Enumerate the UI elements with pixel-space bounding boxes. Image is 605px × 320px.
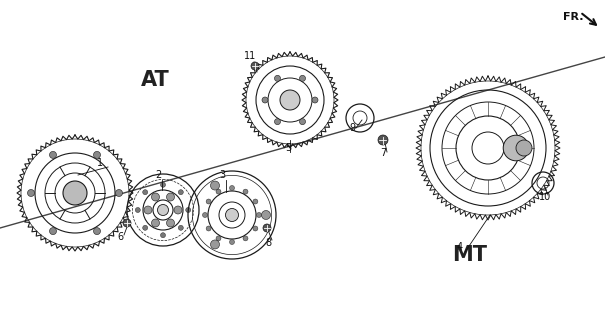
Circle shape	[378, 135, 388, 145]
Circle shape	[160, 182, 166, 187]
Circle shape	[516, 140, 532, 156]
Text: 2: 2	[155, 170, 161, 180]
Circle shape	[243, 236, 248, 241]
Circle shape	[94, 228, 100, 235]
Text: FR.: FR.	[563, 12, 583, 22]
Circle shape	[275, 119, 281, 125]
Text: 4: 4	[457, 242, 463, 252]
Circle shape	[312, 97, 318, 103]
Circle shape	[166, 219, 174, 227]
Circle shape	[143, 190, 148, 195]
Circle shape	[160, 233, 166, 238]
Circle shape	[178, 225, 183, 230]
Text: 1: 1	[97, 158, 103, 168]
Circle shape	[503, 135, 529, 161]
Text: 6: 6	[117, 232, 123, 242]
Circle shape	[275, 75, 281, 81]
Circle shape	[203, 212, 208, 218]
Circle shape	[262, 97, 268, 103]
Circle shape	[211, 240, 220, 249]
Circle shape	[253, 199, 258, 204]
Circle shape	[299, 119, 306, 125]
Circle shape	[251, 62, 259, 70]
Text: 10: 10	[539, 192, 551, 202]
Circle shape	[280, 90, 300, 110]
Text: 5: 5	[285, 143, 291, 153]
Circle shape	[206, 199, 211, 204]
Circle shape	[136, 207, 140, 212]
Circle shape	[94, 151, 100, 158]
Circle shape	[63, 181, 87, 205]
Circle shape	[216, 189, 221, 194]
Circle shape	[299, 75, 306, 81]
Circle shape	[116, 189, 122, 196]
Circle shape	[166, 193, 174, 201]
Text: MT: MT	[453, 245, 488, 265]
Circle shape	[243, 189, 248, 194]
Circle shape	[211, 181, 220, 190]
Circle shape	[143, 225, 148, 230]
Text: 11: 11	[244, 51, 256, 61]
Circle shape	[226, 209, 238, 221]
Circle shape	[216, 236, 221, 241]
Circle shape	[151, 219, 160, 227]
Text: 9: 9	[349, 123, 355, 133]
Circle shape	[178, 190, 183, 195]
Circle shape	[229, 239, 235, 244]
Text: AT: AT	[140, 70, 169, 90]
Circle shape	[186, 207, 191, 212]
Text: 8: 8	[265, 238, 271, 248]
Circle shape	[144, 206, 152, 214]
Circle shape	[123, 219, 131, 227]
Circle shape	[151, 193, 160, 201]
Circle shape	[157, 204, 169, 215]
Text: 3: 3	[219, 170, 225, 180]
Circle shape	[261, 211, 270, 220]
Circle shape	[257, 212, 261, 218]
Circle shape	[50, 228, 56, 235]
Text: 7: 7	[380, 148, 386, 158]
Circle shape	[27, 189, 34, 196]
Circle shape	[263, 224, 271, 232]
Circle shape	[229, 186, 235, 190]
Circle shape	[206, 226, 211, 231]
Circle shape	[174, 206, 182, 214]
Circle shape	[50, 151, 56, 158]
Circle shape	[253, 226, 258, 231]
